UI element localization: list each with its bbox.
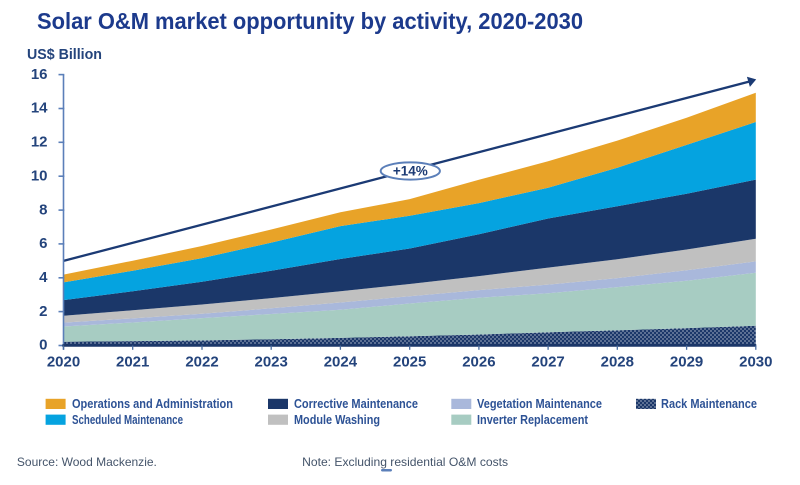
svg-text:Rack Maintenance: Rack Maintenance — [661, 397, 757, 411]
svg-text:10: 10 — [31, 167, 48, 184]
svg-text:4: 4 — [39, 269, 48, 286]
svg-text:6: 6 — [39, 235, 47, 252]
svg-text:2025: 2025 — [393, 354, 426, 371]
svg-text:Source: Wood Mackenzie.: Source: Wood Mackenzie. — [17, 455, 157, 469]
svg-text:Vegetation Maintenance: Vegetation Maintenance — [477, 397, 602, 411]
svg-text:2023: 2023 — [255, 354, 288, 371]
svg-text:2026: 2026 — [462, 354, 495, 371]
svg-text:2021: 2021 — [116, 354, 149, 371]
svg-text:12: 12 — [31, 134, 48, 151]
svg-text:Operations and Administration: Operations and Administration — [72, 397, 233, 411]
svg-text:14: 14 — [31, 100, 48, 117]
svg-text:Inverter Replacement: Inverter Replacement — [477, 413, 589, 427]
svg-text:Module Washing: Module Washing — [294, 413, 380, 427]
svg-text:0: 0 — [39, 337, 47, 354]
svg-text:8: 8 — [39, 201, 47, 218]
svg-text:Scheduled Maintenance: Scheduled Maintenance — [72, 413, 183, 427]
svg-text:US$ Billion: US$ Billion — [27, 46, 102, 63]
svg-text:2028: 2028 — [601, 354, 634, 371]
svg-text:Corrective Maintenance: Corrective Maintenance — [294, 397, 418, 411]
svg-text:2030: 2030 — [739, 354, 772, 371]
svg-text:Solar O&M market opportunity b: Solar O&M market opportunity by activity… — [37, 8, 583, 34]
svg-text:2029: 2029 — [670, 354, 703, 371]
svg-text:Note: Excluding residential O&: Note: Excluding residential O&M costs — [302, 455, 508, 469]
svg-text:2020: 2020 — [47, 354, 80, 371]
svg-text:2024: 2024 — [324, 354, 358, 371]
svg-text:16: 16 — [31, 66, 48, 83]
svg-text:2: 2 — [39, 303, 47, 320]
svg-text:2027: 2027 — [531, 354, 564, 371]
svg-text:2022: 2022 — [185, 354, 218, 371]
svg-text:+14%: +14% — [393, 164, 428, 179]
